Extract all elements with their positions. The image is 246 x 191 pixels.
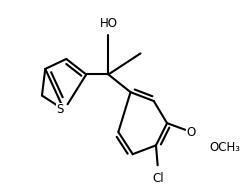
Text: Cl: Cl: [152, 172, 164, 185]
Text: HO: HO: [99, 17, 117, 30]
Text: O: O: [187, 125, 196, 138]
Text: S: S: [57, 103, 64, 116]
Text: OCH₃: OCH₃: [209, 141, 240, 154]
